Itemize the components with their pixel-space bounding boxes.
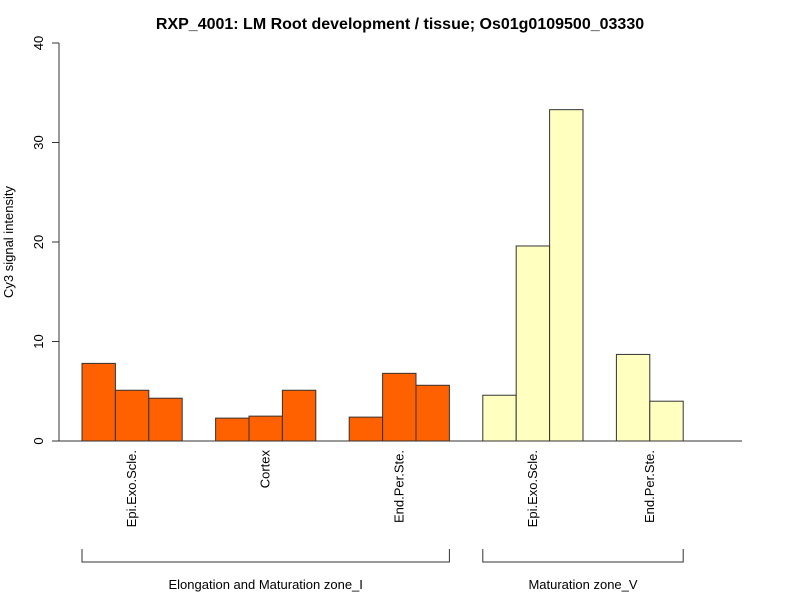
chart-title: RXP_4001: LM Root development / tissue; …	[156, 16, 644, 33]
bars	[81, 109, 684, 442]
zone-bracket	[81, 549, 450, 563]
x-tick-label: End.Per.Ste.	[391, 450, 406, 523]
bar	[549, 109, 584, 442]
y-tick-label: 10	[31, 334, 46, 348]
bar	[515, 245, 551, 442]
zone-label: Maturation zone_V	[528, 577, 637, 592]
bar	[615, 353, 651, 442]
bar	[415, 384, 450, 442]
x-tick-label: Cortex	[258, 450, 273, 489]
bar	[382, 372, 417, 442]
bar	[148, 397, 183, 442]
x-tick-label: End.Per.Ste.	[642, 450, 657, 523]
bar	[248, 415, 283, 442]
x-tick-labels: Epi.Exo.Scle. Cortex End.Per.Ste. Epi.Exo.S…	[124, 450, 657, 528]
bar	[81, 362, 116, 442]
x-tick-label: Epi.Exo.Scle.	[124, 450, 139, 527]
zone-label: Elongation and Maturation zone_I	[168, 577, 362, 592]
y-tick-label: 20	[31, 235, 46, 249]
y-tick-label: 0	[31, 437, 46, 444]
y-tick-label: 30	[31, 135, 46, 149]
bar	[281, 389, 317, 442]
x-tick-label: Epi.Exo.Scle.	[525, 450, 540, 527]
y-axis: 0 10 20 30 40	[31, 36, 60, 445]
bar	[649, 400, 684, 442]
y-axis-label: Cy3 signal intensity	[1, 186, 16, 298]
bar	[215, 417, 250, 442]
bar	[348, 416, 384, 442]
zone-bracket	[482, 549, 684, 563]
bar	[482, 394, 517, 442]
zone-brackets: Elongation and Maturation zone_I Maturati…	[81, 549, 684, 592]
bar	[114, 389, 150, 442]
y-tick-label: 40	[31, 36, 46, 50]
